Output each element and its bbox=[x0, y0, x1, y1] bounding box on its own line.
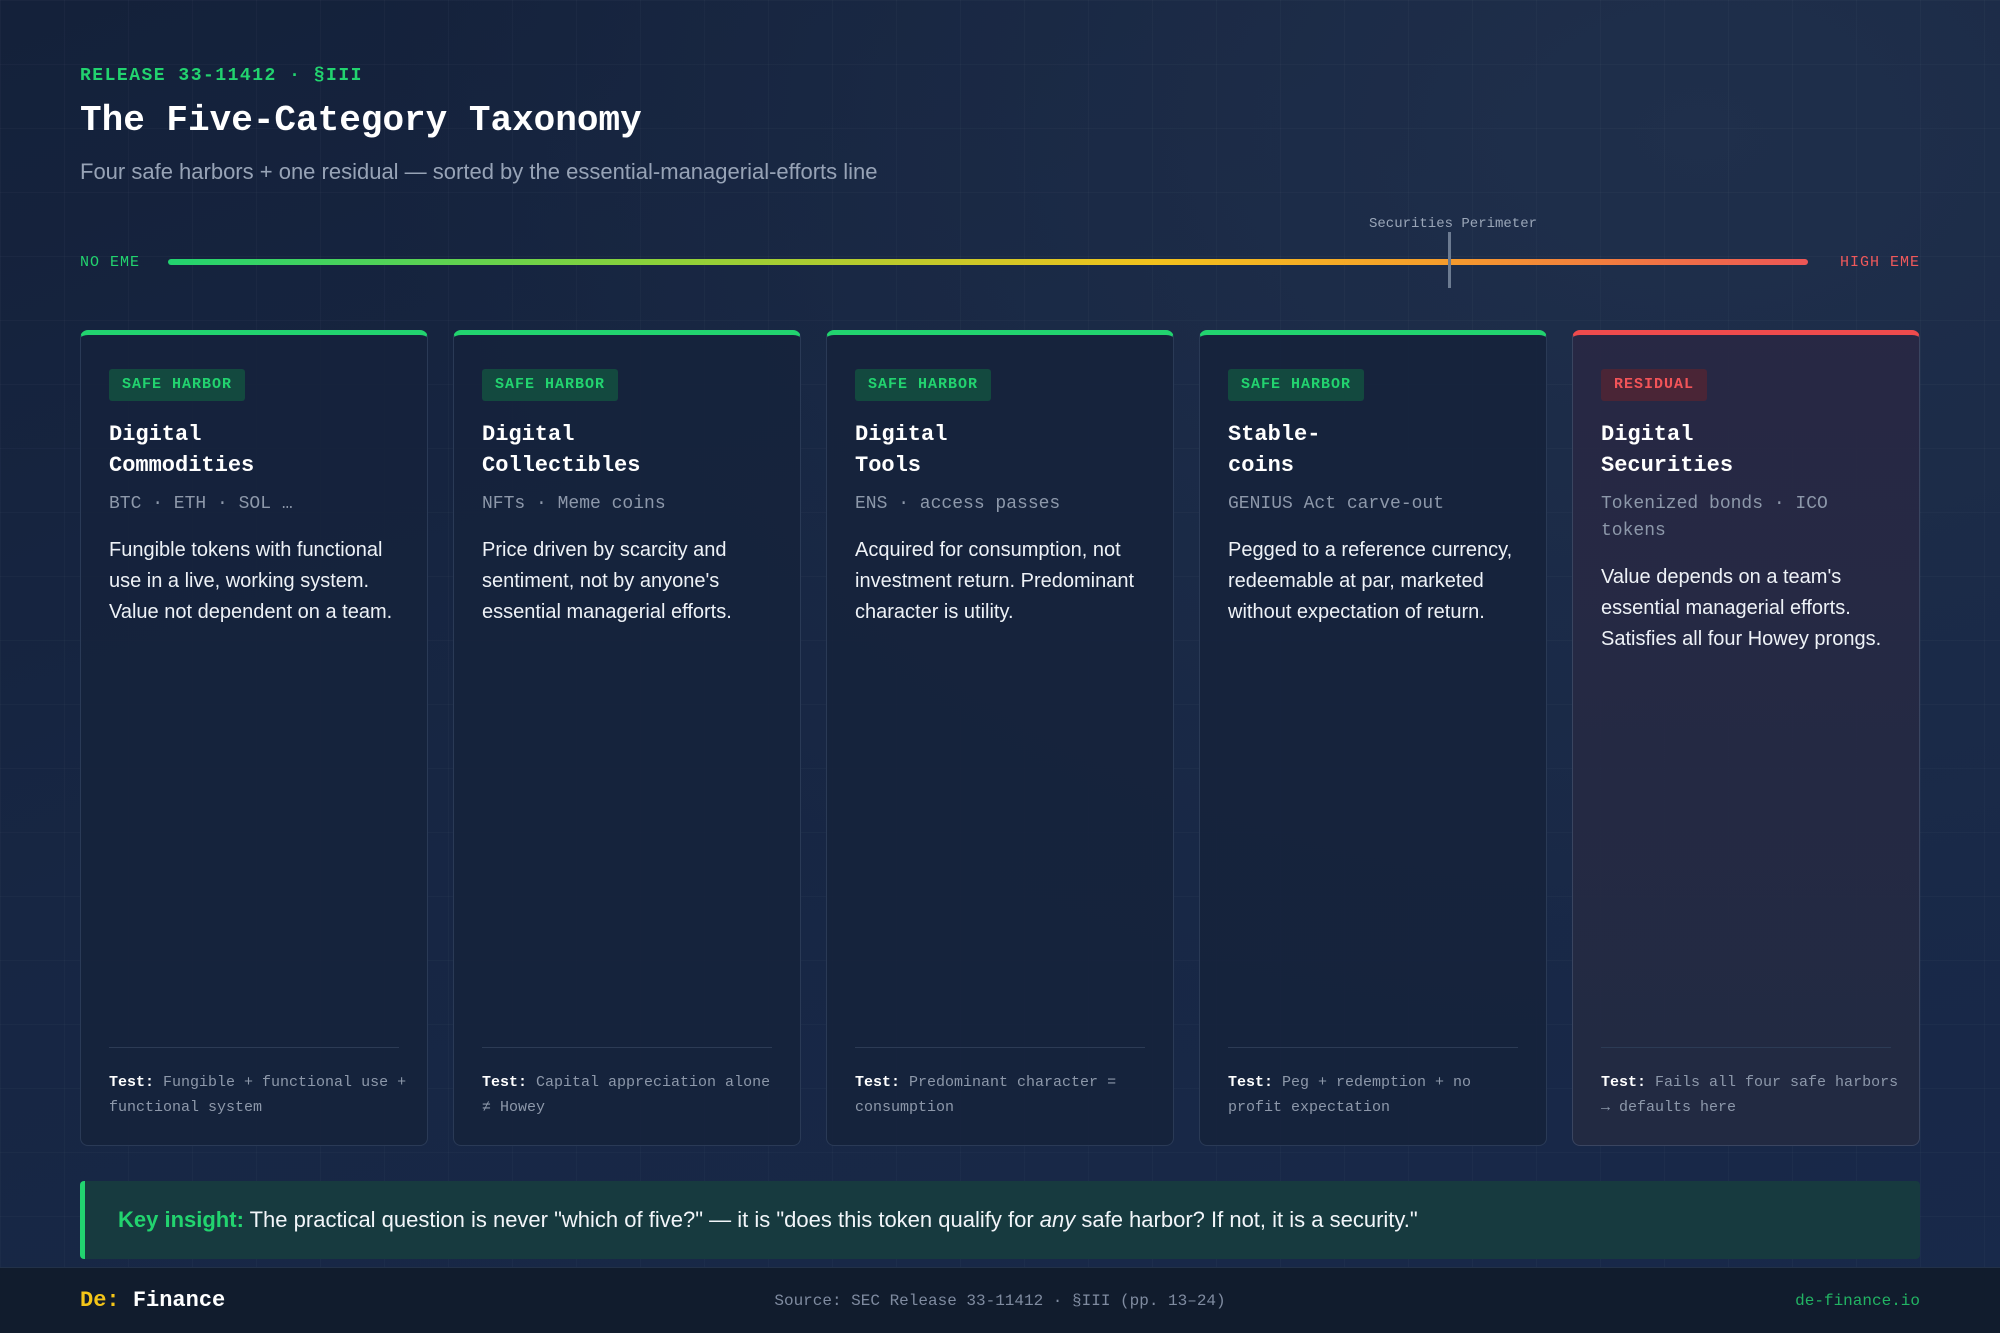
scale-low-label: NO EME bbox=[80, 254, 141, 271]
card-title: Digital Tools bbox=[855, 422, 948, 478]
page-title: The Five-Category Taxonomy bbox=[80, 100, 642, 141]
safe-harbor-badge: SAFE HARBOR bbox=[855, 369, 992, 401]
card-test: Test: Capital appreciation alone ≠ Howey bbox=[482, 1074, 771, 1116]
card-divider bbox=[109, 1047, 399, 1048]
card-description: Price driven by scarcity and sentiment, … bbox=[482, 539, 732, 623]
card-description: Acquired for consumption, not investment… bbox=[855, 539, 1135, 623]
safe-harbor-badge: SAFE HARBOR bbox=[1228, 369, 1365, 401]
card-divider bbox=[482, 1047, 772, 1048]
eme-gradient-bar bbox=[168, 259, 1808, 265]
card-test: Test: Fails all four safe harbors → defa… bbox=[1601, 1074, 1899, 1116]
card-divider bbox=[1601, 1047, 1891, 1048]
brand-logo: De: Finance bbox=[80, 1288, 226, 1313]
insight-text-after: safe harbor? If not, it is a security." bbox=[1075, 1207, 1418, 1232]
residual-badge: RESIDUAL bbox=[1601, 369, 1708, 401]
card-digital-commodities: SAFE HARBOR Digital Commodities BTC · ETH… bbox=[80, 330, 428, 1146]
card-title: Stable-coins bbox=[1228, 422, 1321, 478]
scale-high-label: HIGH EME bbox=[1839, 254, 1920, 271]
card-examples: ENS · access passes bbox=[855, 494, 1061, 514]
card-divider bbox=[855, 1047, 1145, 1048]
page-subtitle: Four safe harbors + one residual — sorte… bbox=[80, 159, 878, 184]
securities-perimeter-label: Securities Perimeter bbox=[1368, 216, 1538, 232]
card-digital-collectibles: SAFE HARBOR Digital Collectibles NFTs · M… bbox=[453, 330, 801, 1146]
card-stablecoins: SAFE HARBOR Stable-coins GENIUS Act carv… bbox=[1199, 330, 1547, 1146]
card-examples: GENIUS Act carve-out bbox=[1228, 494, 1445, 514]
safe-harbor-badge: SAFE HARBOR bbox=[482, 369, 619, 401]
card-examples: BTC · ETH · SOL … bbox=[109, 494, 293, 514]
card-digital-tools: SAFE HARBOR Digital Tools ENS · access pa… bbox=[826, 330, 1174, 1146]
card-description: Fungible tokens with functional use in a… bbox=[109, 539, 393, 623]
safe-harbor-badge: SAFE HARBOR bbox=[109, 369, 246, 401]
card-title: Digital Collectibles bbox=[482, 422, 641, 478]
insight-emphasis: any bbox=[1039, 1207, 1076, 1232]
card-divider bbox=[1228, 1047, 1518, 1048]
card-title: Digital Securities bbox=[1601, 422, 1734, 478]
securities-perimeter-marker bbox=[1448, 232, 1451, 288]
card-title: Digital Commodities bbox=[109, 422, 255, 478]
card-examples: Tokenized bonds · ICO tokens bbox=[1601, 494, 1828, 541]
card-digital-securities: RESIDUAL Digital Securities Tokenized bon… bbox=[1572, 330, 1920, 1146]
key-insight-callout: Key insight: The practical question is n… bbox=[80, 1181, 1920, 1259]
card-test: Test: Predominant character = consumptio… bbox=[855, 1074, 1117, 1116]
card-description: Pegged to a reference currency, redeemab… bbox=[1228, 539, 1513, 623]
card-test: Test: Fungible + functional use + functi… bbox=[109, 1074, 407, 1116]
eme-scale: NO EME Securities Perimeter HIGH EME bbox=[80, 210, 1920, 290]
insight-label: Key insight: bbox=[118, 1207, 244, 1232]
page-footer: De: Finance Source: SEC Release 33-11412… bbox=[0, 1267, 2000, 1333]
insight-text-before: The practical question is never "which o… bbox=[243, 1207, 1040, 1232]
release-kicker: RELEASE 33-11412 · §III bbox=[80, 66, 363, 86]
card-description: Value depends on a team's essential mana… bbox=[1601, 566, 1882, 650]
source-citation: Source: SEC Release 33-11412 · §III (pp.… bbox=[774, 1292, 1226, 1310]
category-cards: SAFE HARBOR Digital Commodities BTC · ETH… bbox=[80, 330, 1920, 1146]
card-examples: NFTs · Meme coins bbox=[482, 494, 666, 514]
page-header: RELEASE 33-11412 · §III The Five-Categor… bbox=[80, 66, 1920, 185]
site-link[interactable]: de-finance.io bbox=[1795, 1292, 1920, 1310]
card-test: Test: Peg + redemption + no profit expec… bbox=[1228, 1074, 1472, 1116]
